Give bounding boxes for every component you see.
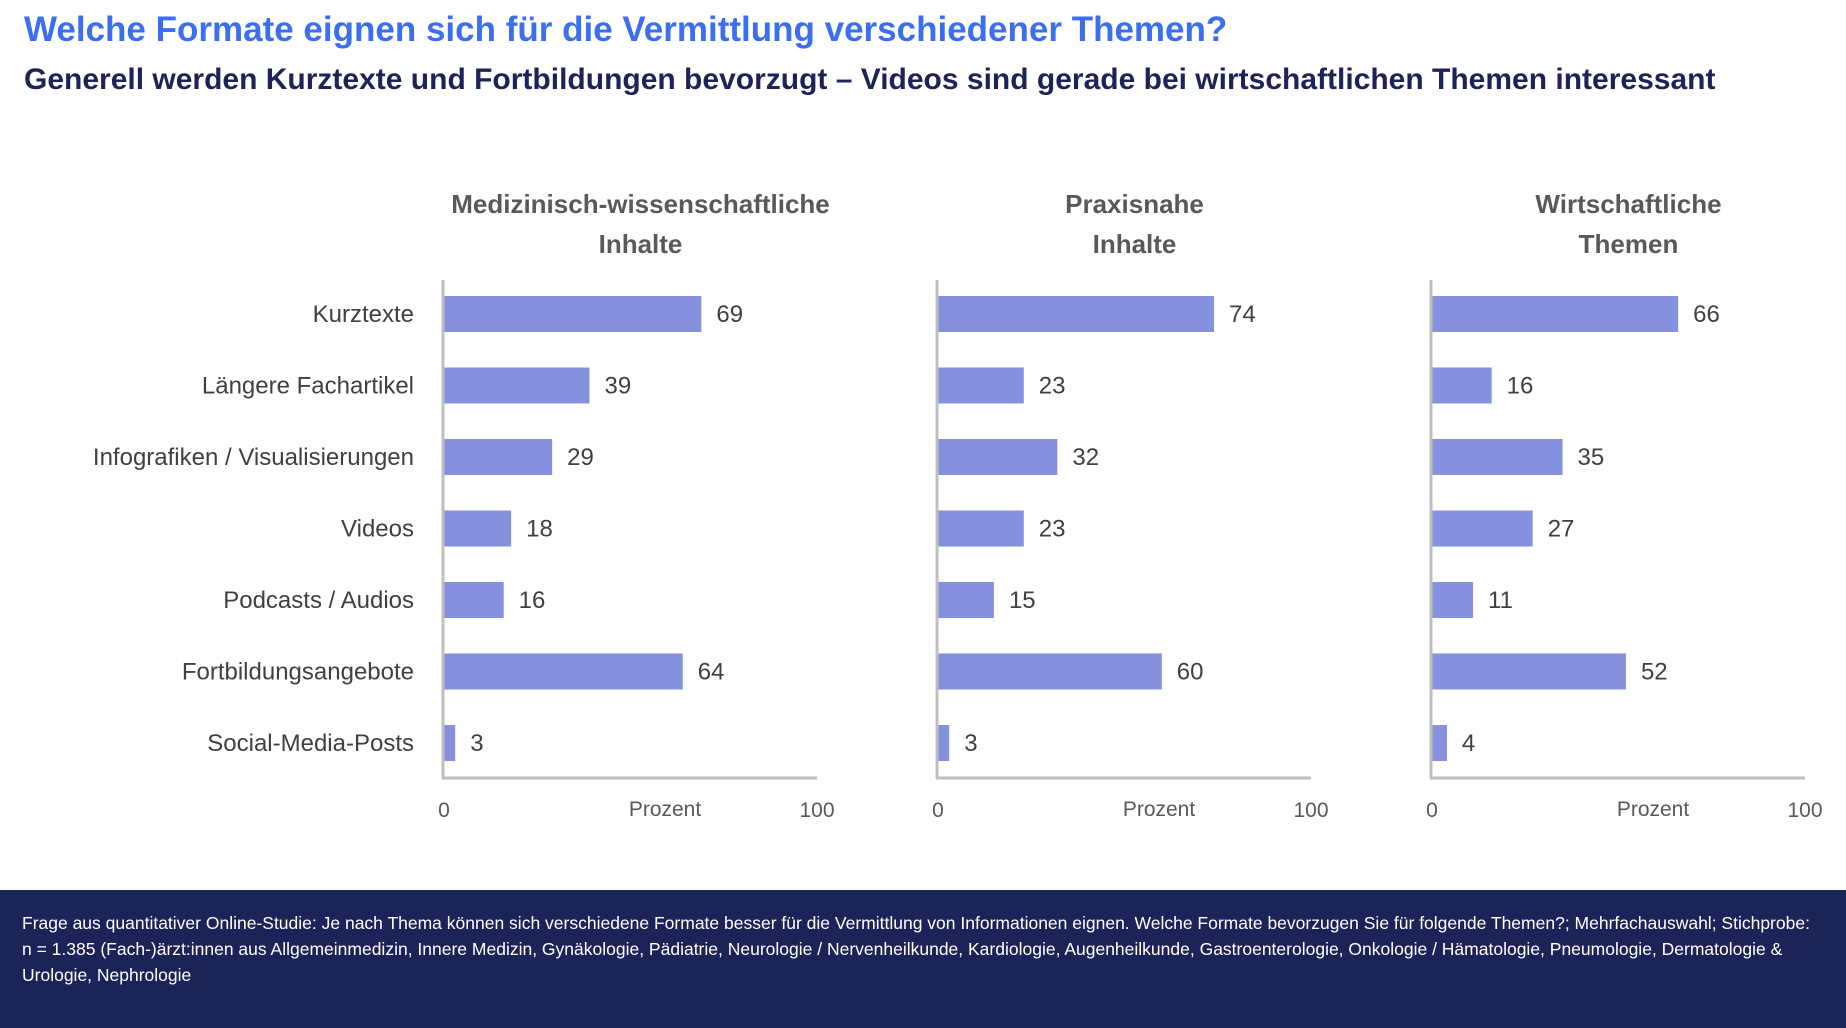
chart-area: Kurztexte Längere Fachartikel Infografiken… bbox=[0, 180, 1846, 840]
x-axis-title: Prozent bbox=[1123, 798, 1196, 821]
panel-title: Medizinisch-wissenschaftliche bbox=[451, 189, 830, 219]
bar-value-label: 39 bbox=[604, 373, 631, 400]
footer: Frage aus quantitativer Online-Studie: J… bbox=[0, 890, 1846, 1028]
bar bbox=[1432, 296, 1679, 332]
bar bbox=[1432, 725, 1447, 761]
bar bbox=[444, 296, 702, 332]
bar-value-label: 27 bbox=[1548, 516, 1575, 543]
panel-title: Praxisnahe bbox=[1065, 189, 1204, 219]
bar-chart-panels: Kurztexte Längere Fachartikel Infografiken… bbox=[93, 189, 1823, 822]
page-subtitle: Generell werden Kurztexte und Fortbildun… bbox=[24, 63, 1716, 96]
bar bbox=[1432, 582, 1474, 618]
bar-value-label: 29 bbox=[567, 444, 594, 471]
bar bbox=[938, 296, 1215, 332]
bar-value-label: 3 bbox=[470, 730, 483, 757]
bar-value-label: 3 bbox=[964, 730, 977, 757]
bar bbox=[444, 439, 553, 475]
panel-title: Themen bbox=[1579, 229, 1679, 259]
bar bbox=[1432, 510, 1533, 547]
x-tick-label: 100 bbox=[799, 799, 834, 822]
x-axis-title: Prozent bbox=[1617, 798, 1690, 821]
category-label: Kurztexte bbox=[313, 301, 414, 328]
bar bbox=[444, 510, 512, 547]
category-label: Social-Media-Posts bbox=[207, 730, 414, 757]
bar bbox=[444, 367, 590, 404]
bar bbox=[444, 653, 683, 690]
category-label: Infografiken / Visualisierungen bbox=[93, 444, 414, 471]
bar bbox=[938, 439, 1058, 475]
panel-title: Wirtschaftliche bbox=[1535, 189, 1721, 219]
bar-value-label: 64 bbox=[698, 659, 725, 686]
x-tick-label: 0 bbox=[1426, 799, 1438, 822]
category-label: Videos bbox=[341, 516, 414, 543]
x-tick-label: 100 bbox=[1787, 799, 1822, 822]
bar-value-label: 69 bbox=[716, 301, 743, 328]
bar-value-label: 35 bbox=[1578, 444, 1605, 471]
panel-title: Inhalte bbox=[599, 229, 683, 259]
x-axis-title: Prozent bbox=[629, 798, 702, 821]
bar bbox=[1432, 367, 1492, 404]
bar bbox=[444, 725, 456, 761]
footer-note: Frage aus quantitativer Online-Studie: J… bbox=[22, 913, 1810, 985]
category-label: Längere Fachartikel bbox=[202, 373, 414, 400]
bar bbox=[938, 510, 1024, 547]
bar bbox=[1432, 439, 1563, 475]
bar-value-label: 15 bbox=[1009, 587, 1036, 614]
bar-value-label: 52 bbox=[1641, 659, 1668, 686]
x-tick-label: 0 bbox=[438, 799, 450, 822]
page-title: Welche Formate eignen sich für die Vermi… bbox=[24, 10, 1228, 49]
bar-value-label: 18 bbox=[526, 516, 553, 543]
bar bbox=[938, 582, 994, 618]
bar-value-label: 23 bbox=[1039, 516, 1066, 543]
bar bbox=[938, 725, 950, 761]
bar bbox=[938, 653, 1162, 690]
bar-value-label: 4 bbox=[1462, 730, 1475, 757]
x-tick-label: 100 bbox=[1293, 799, 1328, 822]
bar bbox=[444, 582, 504, 618]
bar-value-label: 74 bbox=[1229, 301, 1256, 328]
category-label: Fortbildungsangebote bbox=[182, 659, 414, 686]
bar-value-label: 32 bbox=[1072, 444, 1099, 471]
category-label: Podcasts / Audios bbox=[223, 587, 414, 614]
bar bbox=[1432, 653, 1626, 690]
bar-value-label: 66 bbox=[1693, 301, 1720, 328]
bar bbox=[938, 367, 1024, 404]
bar-value-label: 60 bbox=[1177, 659, 1204, 686]
bar-value-label: 23 bbox=[1039, 373, 1066, 400]
bar-value-label: 11 bbox=[1488, 587, 1513, 614]
x-tick-label: 0 bbox=[932, 799, 944, 822]
bar-value-label: 16 bbox=[1507, 373, 1534, 400]
bar-value-label: 16 bbox=[519, 587, 546, 614]
panel-title: Inhalte bbox=[1093, 229, 1177, 259]
